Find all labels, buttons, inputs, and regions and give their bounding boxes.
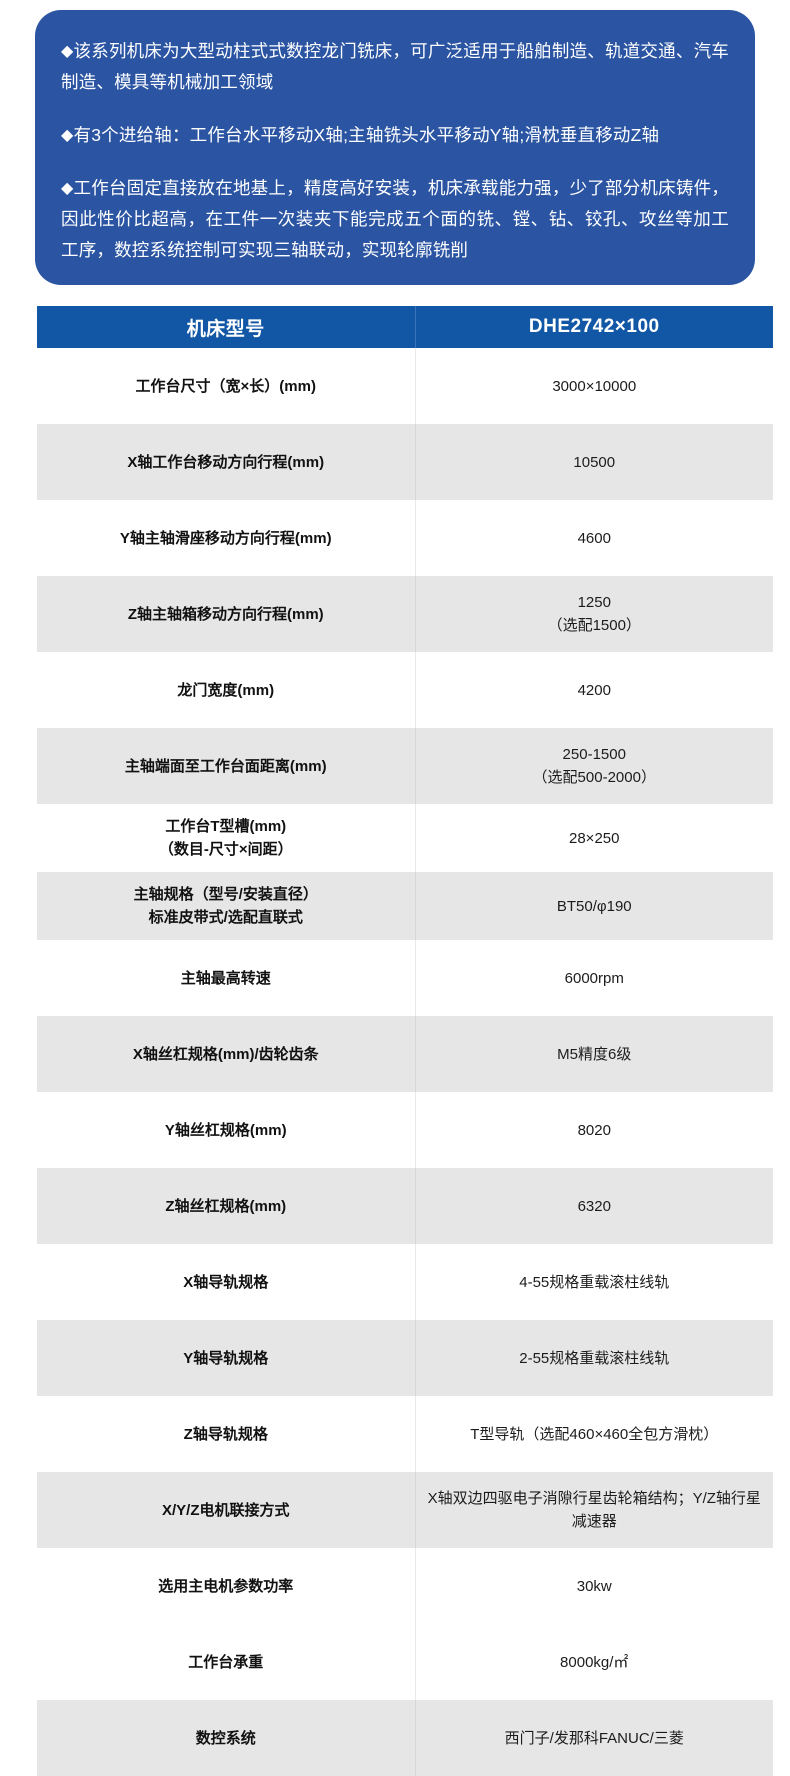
intro-paragraph-2-text: 有3个进给轴：工作台水平移动X轴;主轴铣头水平移动Y轴;滑枕垂直移动Z轴 [73, 125, 660, 145]
row-label: Y轴丝杠规格(mm) [37, 1092, 416, 1168]
row-label-line-1: 工作台T型槽(mm) [165, 818, 287, 835]
intro-paragraph-1-text: 该系列机床为大型动柱式式数控龙门铣床，可广泛适用于船舶制造、轨道交通、汽车制造、… [61, 41, 729, 92]
table-row: 工作台承重 8000kg/㎡ [37, 1624, 773, 1700]
table-row: 主轴规格（型号/安装直径） 标准皮带式/选配直联式 BT50/φ190 [37, 872, 773, 940]
row-value-line-1: 250-1500 [562, 746, 626, 763]
row-value: 10500 [415, 424, 773, 500]
intro-panel: ◆该系列机床为大型动柱式式数控龙门铣床，可广泛适用于船舶制造、轨道交通、汽车制造… [35, 10, 755, 285]
row-value: 8020 [415, 1092, 773, 1168]
intro-paragraph-3: ◆工作台固定直接放在地基上，精度高好安装，机床承载能力强，少了部分机床铸件，因此… [61, 173, 729, 266]
table-row: X轴工作台移动方向行程(mm) 10500 [37, 424, 773, 500]
table-header-model-value: DHE2742×100 [415, 306, 773, 348]
table-body: 工作台尺寸（宽×长）(mm) 3000×10000 X轴工作台移动方向行程(mm… [37, 348, 773, 1776]
table-row: Z轴丝杠规格(mm) 6320 [37, 1168, 773, 1244]
intro-paragraph-2: ◆有3个进给轴：工作台水平移动X轴;主轴铣头水平移动Y轴;滑枕垂直移动Z轴 [61, 120, 729, 151]
row-label: 主轴最高转速 [37, 940, 416, 1016]
table-row: 龙门宽度(mm) 4200 [37, 652, 773, 728]
row-label: 主轴规格（型号/安装直径） 标准皮带式/选配直联式 [37, 872, 416, 940]
row-value: 4-55规格重载滚柱线轨 [415, 1244, 773, 1320]
row-value: 8000kg/㎡ [415, 1624, 773, 1700]
row-label: X轴丝杠规格(mm)/齿轮齿条 [37, 1016, 416, 1092]
row-label: X/Y/Z电机联接方式 [37, 1472, 416, 1548]
table-row: 主轴最高转速 6000rpm [37, 940, 773, 1016]
row-value: 2-55规格重载滚柱线轨 [415, 1320, 773, 1396]
row-label: Y轴主轴滑座移动方向行程(mm) [37, 500, 416, 576]
table-header-row: 机床型号 DHE2742×100 [37, 306, 773, 348]
table-row: 工作台尺寸（宽×长）(mm) 3000×10000 [37, 348, 773, 424]
specification-table: 机床型号 DHE2742×100 工作台尺寸（宽×长）(mm) 3000×100… [37, 306, 773, 1776]
row-value-line-1: 1250 [577, 594, 611, 611]
table-header-model-label: 机床型号 [37, 306, 416, 348]
row-label: 龙门宽度(mm) [37, 652, 416, 728]
table-row: 工作台T型槽(mm) （数目-尺寸×间距） 28×250 [37, 804, 773, 872]
table-row: X轴丝杠规格(mm)/齿轮齿条 M5精度6级 [37, 1016, 773, 1092]
row-value: 4200 [415, 652, 773, 728]
table-row: 数控系统 西门子/发那科FANUC/三菱 [37, 1700, 773, 1776]
table-header: 机床型号 DHE2742×100 [37, 306, 773, 348]
row-label-line-2: 标准皮带式/选配直联式 [148, 909, 303, 926]
row-label: 工作台T型槽(mm) （数目-尺寸×间距） [37, 804, 416, 872]
row-value: 28×250 [415, 804, 773, 872]
row-label: Z轴导轨规格 [37, 1396, 416, 1472]
table-row: Y轴导轨规格 2-55规格重载滚柱线轨 [37, 1320, 773, 1396]
table-row: Y轴丝杠规格(mm) 8020 [37, 1092, 773, 1168]
row-value: 30kw [415, 1548, 773, 1624]
product-spec-page: ◆该系列机床为大型动柱式式数控龙门铣床，可广泛适用于船舶制造、轨道交通、汽车制造… [35, 10, 773, 1776]
row-value: 1250 （选配1500） [415, 576, 773, 652]
row-value: 3000×10000 [415, 348, 773, 424]
row-value: T型导轨（选配460×460全包方滑枕） [415, 1396, 773, 1472]
row-label: Z轴丝杠规格(mm) [37, 1168, 416, 1244]
row-label-line-2: （数目-尺寸×间距） [158, 841, 293, 858]
row-value: 西门子/发那科FANUC/三菱 [415, 1700, 773, 1776]
row-value: 6320 [415, 1168, 773, 1244]
row-label: 数控系统 [37, 1700, 416, 1776]
row-value: M5精度6级 [415, 1016, 773, 1092]
table-row: 主轴端面至工作台面距离(mm) 250-1500 （选配500-2000） [37, 728, 773, 804]
table-row: X轴导轨规格 4-55规格重载滚柱线轨 [37, 1244, 773, 1320]
row-label-line-1: 主轴规格（型号/安装直径） [133, 886, 318, 903]
row-value: X轴双边四驱电子消隙行星齿轮箱结构；Y/Z轴行星减速器 [415, 1472, 773, 1548]
intro-paragraph-3-text: 工作台固定直接放在地基上，精度高好安装，机床承载能力强，少了部分机床铸件，因此性… [61, 178, 729, 260]
row-label: X轴导轨规格 [37, 1244, 416, 1320]
row-label: 工作台尺寸（宽×长）(mm) [37, 348, 416, 424]
diamond-bullet-icon: ◆ [61, 127, 74, 144]
row-label: 选用主电机参数功率 [37, 1548, 416, 1624]
row-value: 6000rpm [415, 940, 773, 1016]
table-row: Z轴导轨规格 T型导轨（选配460×460全包方滑枕） [37, 1396, 773, 1472]
table-row: X/Y/Z电机联接方式 X轴双边四驱电子消隙行星齿轮箱结构；Y/Z轴行星减速器 [37, 1472, 773, 1548]
row-value-line-2: （选配1500） [547, 617, 641, 634]
diamond-bullet-icon: ◆ [61, 43, 74, 60]
row-value: BT50/φ190 [415, 872, 773, 940]
row-label: X轴工作台移动方向行程(mm) [37, 424, 416, 500]
row-label: Z轴主轴箱移动方向行程(mm) [37, 576, 416, 652]
row-label: Y轴导轨规格 [37, 1320, 416, 1396]
row-value: 4600 [415, 500, 773, 576]
row-label: 工作台承重 [37, 1624, 416, 1700]
diamond-bullet-icon: ◆ [61, 180, 74, 197]
table-row: Y轴主轴滑座移动方向行程(mm) 4600 [37, 500, 773, 576]
row-value: 250-1500 （选配500-2000） [415, 728, 773, 804]
row-value-line-2: （选配500-2000） [532, 769, 656, 786]
table-row: Z轴主轴箱移动方向行程(mm) 1250 （选配1500） [37, 576, 773, 652]
table-row: 选用主电机参数功率 30kw [37, 1548, 773, 1624]
row-label: 主轴端面至工作台面距离(mm) [37, 728, 416, 804]
intro-paragraph-1: ◆该系列机床为大型动柱式式数控龙门铣床，可广泛适用于船舶制造、轨道交通、汽车制造… [61, 36, 729, 98]
